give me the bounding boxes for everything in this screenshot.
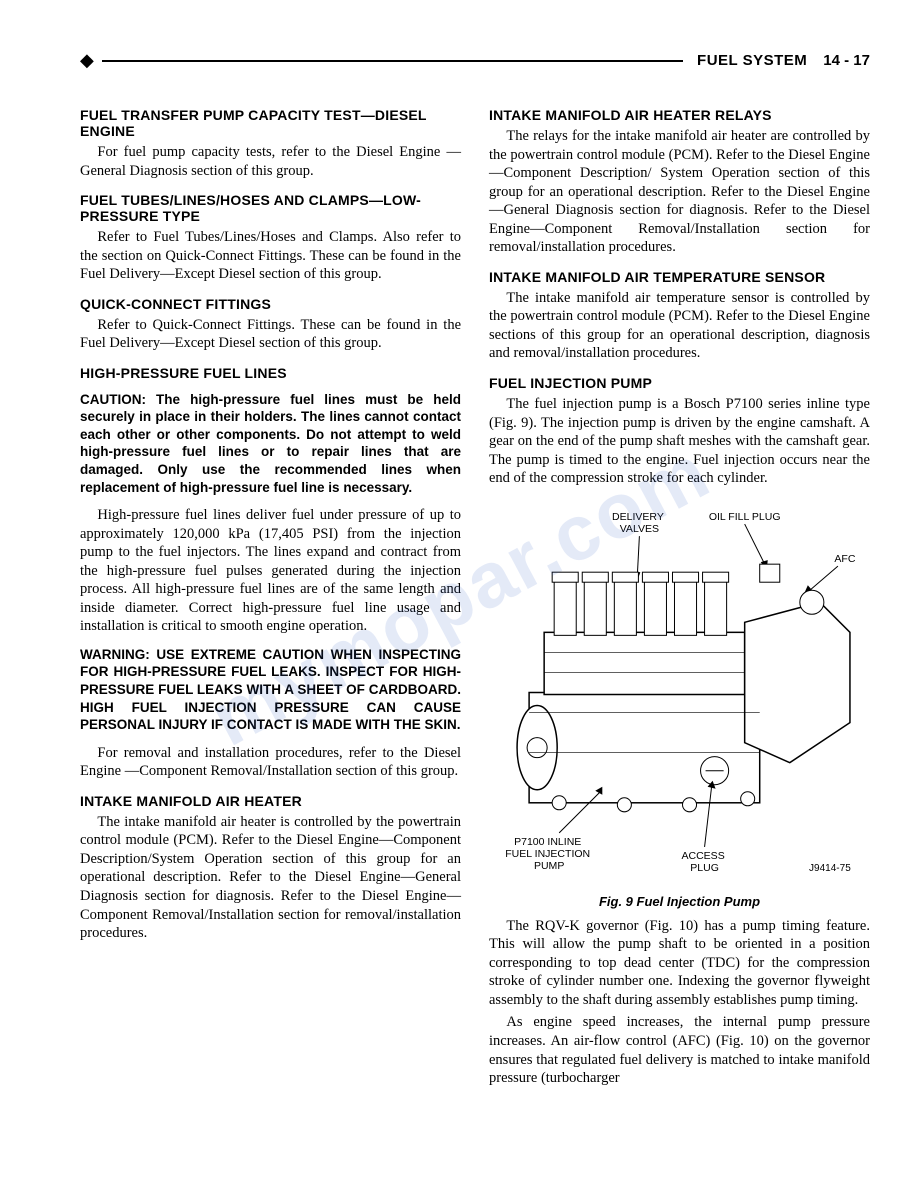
header-rule — [102, 60, 683, 62]
section-title: QUICK-CONNECT FITTINGS — [80, 296, 461, 312]
fuel-injection-pump-diagram: DELIVERY VALVES OIL FILL PLUG AFC — [489, 502, 870, 883]
paragraph: The fuel injection pump is a Bosch P7100… — [489, 395, 870, 488]
section-title: INTAKE MANIFOLD AIR HEATER RELAYS — [489, 107, 870, 123]
section-title: INTAKE MANIFOLD AIR HEATER — [80, 793, 461, 809]
right-column: INTAKE MANIFOLD AIR HEATER RELAYS The re… — [489, 95, 870, 1092]
paragraph: High-pressure fuel lines deliver fuel un… — [80, 506, 461, 636]
section-title: HIGH-PRESSURE FUEL LINES — [80, 365, 461, 381]
section-title: FUEL TRANSFER PUMP CAPACITY TEST—DIESEL … — [80, 107, 461, 139]
content-columns: FUEL TRANSFER PUMP CAPACITY TEST—DIESEL … — [80, 95, 870, 1092]
paragraph: The RQV-K governor (Fig. 10) has a pump … — [489, 917, 870, 1010]
paragraph: The intake manifold air temperature sens… — [489, 289, 870, 363]
label-p7100: P7100 INLINE FUEL INJECTION PUMP — [505, 836, 593, 872]
section-title: INTAKE MANIFOLD AIR TEMPERATURE SENSOR — [489, 269, 870, 285]
figure-code: J9414-75 — [809, 863, 851, 874]
label-access-plug: ACCESS PLUG — [681, 850, 727, 874]
section-title: FUEL INJECTION PUMP — [489, 375, 870, 391]
paragraph: For fuel pump capacity tests, refer to t… — [80, 143, 461, 180]
label-afc: AFC — [834, 553, 855, 565]
label-delivery-valves: DELIVERY VALVES — [612, 511, 667, 535]
section-title: FUEL TUBES/LINES/HOSES AND CLAMPS—LOW-PR… — [80, 192, 461, 224]
paragraph: The intake manifold air heater is contro… — [80, 813, 461, 943]
paragraph: As engine speed increases, the internal … — [489, 1013, 870, 1087]
header-title: FUEL SYSTEM — [697, 52, 807, 69]
figure-caption: Fig. 9 Fuel Injection Pump — [489, 894, 870, 909]
page: mymopar.com ◆ FUEL SYSTEM 14 - 17 FUEL T… — [0, 0, 920, 1189]
delivery-valves-icon — [552, 572, 728, 635]
label-oil-fill-plug: OIL FILL PLUG — [709, 511, 781, 523]
paragraph: The relays for the intake manifold air h… — [489, 127, 870, 257]
diamond-icon: ◆ — [80, 50, 94, 71]
warning-block: WARNING: USE EXTREME CAUTION WHEN INSPEC… — [80, 646, 461, 734]
paragraph: For removal and installation procedures,… — [80, 744, 461, 781]
page-number: 14 - 17 — [823, 52, 870, 69]
figure-9: DELIVERY VALVES OIL FILL PLUG AFC — [489, 502, 870, 909]
paragraph: Refer to Quick-Connect Fittings. These c… — [80, 316, 461, 353]
page-header: ◆ FUEL SYSTEM 14 - 17 — [80, 50, 870, 71]
caution-block: CAUTION: The high-pressure fuel lines mu… — [80, 391, 461, 496]
left-column: FUEL TRANSFER PUMP CAPACITY TEST—DIESEL … — [80, 95, 461, 1092]
paragraph: Refer to Fuel Tubes/Lines/Hoses and Clam… — [80, 228, 461, 284]
